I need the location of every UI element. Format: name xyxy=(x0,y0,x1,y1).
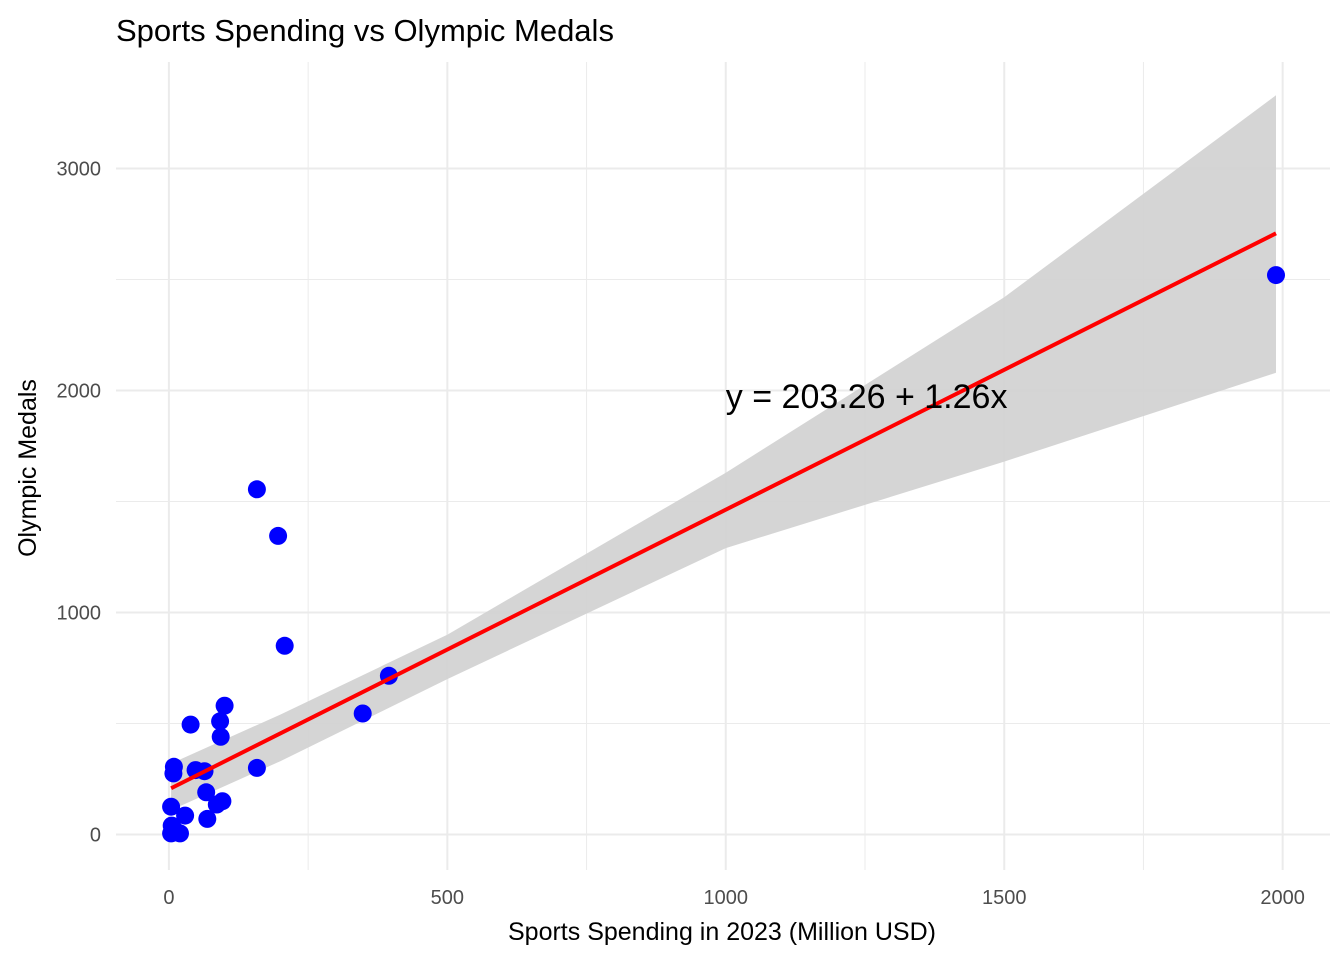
data-point xyxy=(247,758,266,777)
data-point xyxy=(211,712,230,731)
y-tick-label: 1000 xyxy=(57,603,102,625)
regression-line xyxy=(170,231,1277,791)
x-axis-title: Sports Spending in 2023 (Million USD) xyxy=(508,918,936,946)
data-point xyxy=(198,809,217,828)
tick-labels: 0 500 1000 1500 2000 0 1000 2000 3000 xyxy=(57,159,1305,909)
data-point xyxy=(215,696,234,715)
data-point xyxy=(247,480,266,499)
x-tick-label: 1000 xyxy=(704,887,749,909)
y-axis-title: Olympic Medals xyxy=(14,379,42,557)
data-point xyxy=(269,526,288,545)
fit-line-layer xyxy=(170,231,1277,791)
x-tick-label: 1500 xyxy=(982,887,1027,909)
regression-equation-label: y = 203.26 + 1.26x xyxy=(726,378,1008,416)
y-tick-label: 2000 xyxy=(57,381,102,403)
confidence-band xyxy=(171,95,1277,811)
data-point xyxy=(197,783,216,802)
data-point xyxy=(1267,266,1285,285)
data-point xyxy=(275,636,294,655)
x-tick-label: 500 xyxy=(431,887,464,909)
points-layer xyxy=(162,266,1285,843)
data-point xyxy=(353,704,372,723)
y-tick-label: 3000 xyxy=(57,159,102,181)
data-point xyxy=(164,764,183,783)
y-tick-label: 0 xyxy=(90,824,101,846)
x-tick-label: 0 xyxy=(163,887,174,909)
confidence-band-layer xyxy=(171,95,1277,811)
data-point xyxy=(162,797,181,816)
data-point xyxy=(162,824,181,843)
data-point xyxy=(211,727,230,746)
x-tick-label: 2000 xyxy=(1260,887,1305,909)
data-point xyxy=(176,806,195,825)
data-point xyxy=(207,795,226,814)
data-point xyxy=(181,715,200,734)
chart-title: Sports Spending vs Olympic Medals xyxy=(116,13,614,48)
